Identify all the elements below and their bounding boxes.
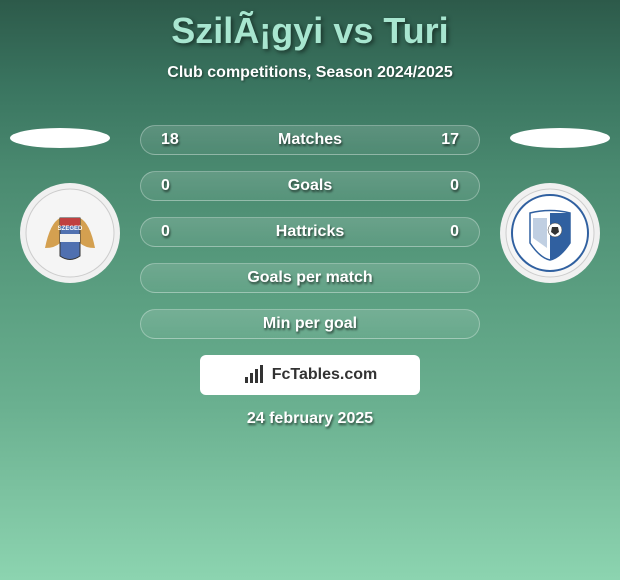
stat-label: Goals — [288, 177, 332, 195]
brand-box[interactable]: FcTables.com — [200, 355, 420, 395]
stat-left-value: 18 — [161, 131, 191, 149]
stat-label: Min per goal — [263, 315, 357, 333]
footer-date: 24 february 2025 — [247, 410, 373, 428]
stat-row-hattricks: 0 Hattricks 0 — [140, 217, 480, 247]
stat-left-value: 0 — [161, 223, 191, 241]
stat-row-goals: 0 Goals 0 — [140, 171, 480, 201]
stat-right-value: 0 — [429, 177, 459, 195]
stat-right-value: 17 — [429, 131, 459, 149]
stat-label: Goals per match — [247, 269, 372, 287]
stat-label: Matches — [278, 131, 342, 149]
stat-row-goals-per-match: Goals per match — [140, 263, 480, 293]
stat-row-min-per-goal: Min per goal — [140, 309, 480, 339]
brand-label: FcTables.com — [272, 366, 378, 384]
svg-text:SZEGED: SZEGED — [58, 226, 83, 232]
stat-row-matches: 18 Matches 17 — [140, 125, 480, 155]
stat-right-value: 0 — [429, 223, 459, 241]
club-crest-left: SZEGED — [20, 183, 120, 283]
club-crest-right — [500, 183, 600, 283]
page-title: SzilÃ¡gyi vs Turi — [0, 0, 620, 52]
stat-left-value: 0 — [161, 177, 191, 195]
player-avatar-right — [510, 128, 610, 148]
page-subtitle: Club competitions, Season 2024/2025 — [0, 64, 620, 82]
player-avatar-left — [10, 128, 110, 148]
chart-icon — [243, 365, 267, 385]
stats-container: 18 Matches 17 0 Goals 0 0 Hattricks 0 Go… — [140, 125, 480, 355]
stat-label: Hattricks — [276, 223, 344, 241]
